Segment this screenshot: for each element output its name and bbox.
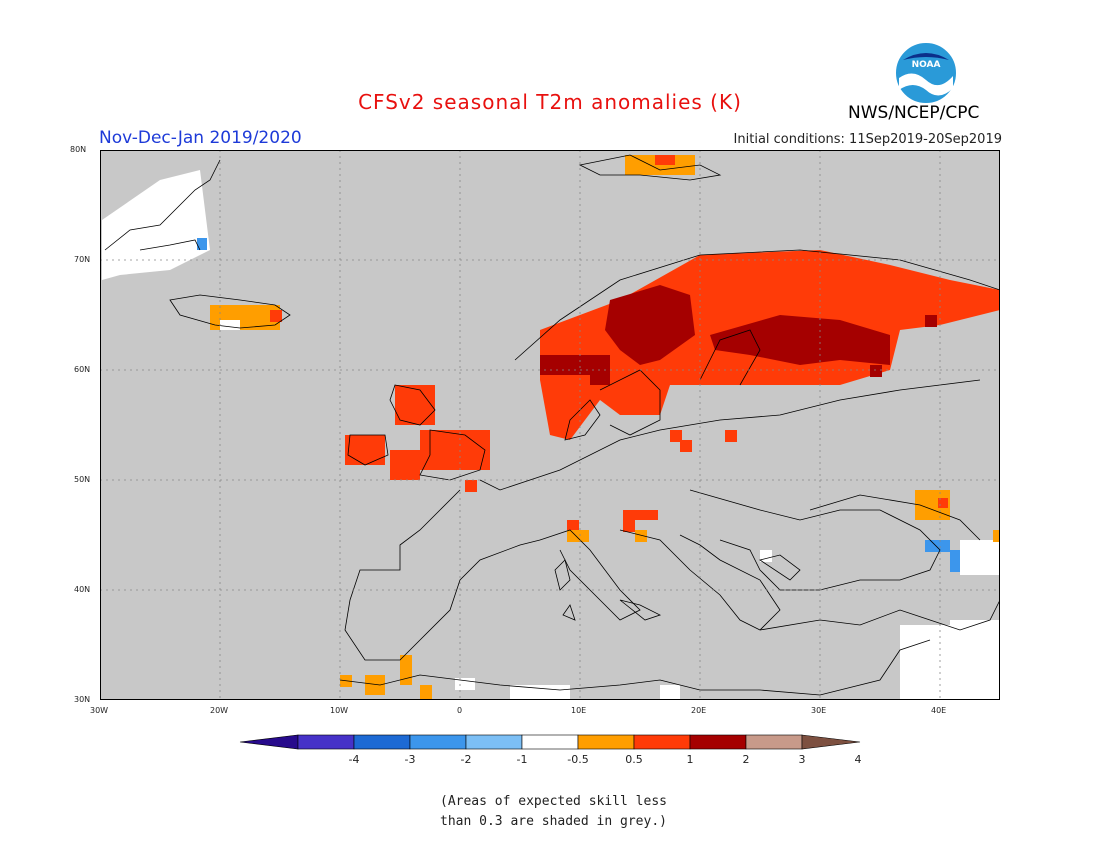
anomaly-cells bbox=[102, 155, 1000, 700]
initial-conditions: Initial conditions: 11Sep2019-20Sep2019 bbox=[733, 132, 1002, 147]
colorbar-tick-label: 2 bbox=[743, 753, 750, 766]
colorbar-cell bbox=[689, 734, 747, 750]
logo-text: NOAA bbox=[912, 60, 941, 70]
chart-title: CFSv2 seasonal T2m anomalies (K) bbox=[358, 90, 742, 114]
note-line: than 0.3 are shaded in grey.) bbox=[440, 814, 667, 829]
lon-label: 0 bbox=[457, 706, 463, 715]
lat-label: 50N bbox=[74, 475, 91, 484]
lon-label: 10E bbox=[571, 706, 587, 715]
noaa-logo: NOAA bbox=[893, 40, 959, 110]
colorbar-cell bbox=[297, 734, 355, 750]
color-bar: -4 -3 -2 -1 -0.5 0.5 1 2 3 4 bbox=[239, 734, 862, 766]
lat-label: 70N bbox=[74, 255, 91, 264]
lon-label: 20E bbox=[691, 706, 707, 715]
forecast-period: Nov-Dec-Jan 2019/2020 bbox=[99, 128, 302, 148]
colorbar-arrow-high bbox=[801, 734, 861, 750]
colorbar-tick-label: -2 bbox=[461, 753, 472, 766]
lon-label: 40E bbox=[931, 706, 947, 715]
agency-label: NWS/NCEP/CPC bbox=[848, 103, 980, 123]
colorbar-cell bbox=[353, 734, 411, 750]
colorbar-tick-label: 1 bbox=[687, 753, 694, 766]
grid-lines bbox=[100, 150, 1000, 700]
lat-label: 40N bbox=[74, 585, 91, 594]
colorbar-arrow-low bbox=[239, 734, 299, 750]
colorbar-cell bbox=[577, 734, 635, 750]
colorbar-tick-label: 3 bbox=[799, 753, 806, 766]
lon-label: 30E bbox=[811, 706, 827, 715]
colorbar-tick-label: 0.5 bbox=[625, 753, 643, 766]
colorbar-cell bbox=[745, 734, 803, 750]
lat-label: 80N bbox=[70, 145, 87, 154]
colorbar-tick-label: -0.5 bbox=[567, 753, 588, 766]
colorbar-cell bbox=[633, 734, 691, 750]
lat-label: 30N bbox=[74, 695, 91, 704]
coastlines bbox=[104, 154, 1000, 696]
colorbar-cell bbox=[521, 734, 579, 750]
colorbar-cell bbox=[465, 734, 523, 750]
colorbar-tick-label: -3 bbox=[405, 753, 416, 766]
colorbar-tick-label: -1 bbox=[517, 753, 528, 766]
note-line: (Areas of expected skill less bbox=[440, 794, 667, 809]
lon-label: 30W bbox=[90, 706, 109, 715]
lat-label: 60N bbox=[74, 365, 91, 374]
colorbar-tick-label: 4 bbox=[855, 753, 862, 766]
lon-label: 20W bbox=[210, 706, 229, 715]
lon-label: 10W bbox=[330, 706, 349, 715]
anomaly-map bbox=[100, 150, 1000, 700]
colorbar-cell bbox=[409, 734, 467, 750]
skill-note: (Areas of expected skill less than 0.3 a… bbox=[440, 792, 740, 832]
colorbar-tick-label: -4 bbox=[349, 753, 360, 766]
